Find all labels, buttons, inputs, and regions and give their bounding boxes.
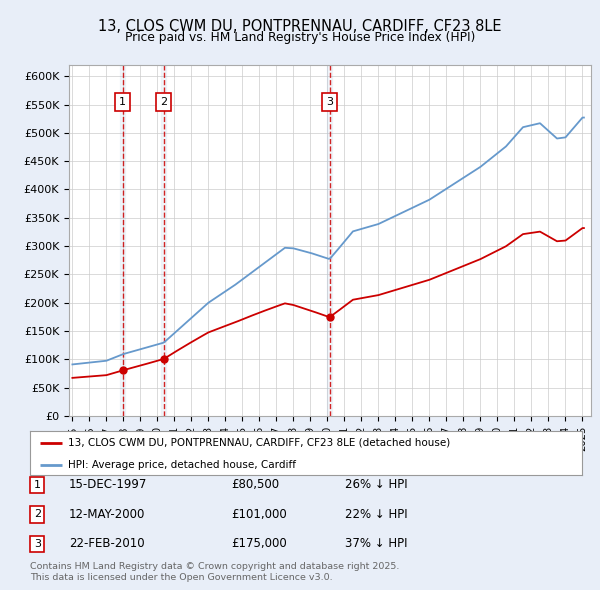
- Text: 1: 1: [34, 480, 41, 490]
- Text: 12-MAY-2000: 12-MAY-2000: [69, 508, 145, 521]
- Text: £101,000: £101,000: [231, 508, 287, 521]
- Text: 15-DEC-1997: 15-DEC-1997: [69, 478, 148, 491]
- Text: 2: 2: [34, 510, 41, 519]
- Text: Price paid vs. HM Land Registry's House Price Index (HPI): Price paid vs. HM Land Registry's House …: [125, 31, 475, 44]
- Text: 22% ↓ HPI: 22% ↓ HPI: [345, 508, 407, 521]
- Text: £80,500: £80,500: [231, 478, 279, 491]
- Text: 2: 2: [160, 97, 167, 107]
- Text: 13, CLOS CWM DU, PONTPRENNAU, CARDIFF, CF23 8LE (detached house): 13, CLOS CWM DU, PONTPRENNAU, CARDIFF, C…: [68, 438, 450, 448]
- Text: 22-FEB-2010: 22-FEB-2010: [69, 537, 145, 550]
- Text: 3: 3: [326, 97, 333, 107]
- Bar: [161, 65, 166, 416]
- Text: 13, CLOS CWM DU, PONTPRENNAU, CARDIFF, CF23 8LE: 13, CLOS CWM DU, PONTPRENNAU, CARDIFF, C…: [98, 19, 502, 34]
- Text: 1: 1: [119, 97, 126, 107]
- Text: 37% ↓ HPI: 37% ↓ HPI: [345, 537, 407, 550]
- Text: HPI: Average price, detached house, Cardiff: HPI: Average price, detached house, Card…: [68, 460, 296, 470]
- Bar: [120, 65, 125, 416]
- Bar: [327, 65, 332, 416]
- Text: 3: 3: [34, 539, 41, 549]
- Text: Contains HM Land Registry data © Crown copyright and database right 2025.
This d: Contains HM Land Registry data © Crown c…: [30, 562, 400, 582]
- Text: 26% ↓ HPI: 26% ↓ HPI: [345, 478, 407, 491]
- Text: £175,000: £175,000: [231, 537, 287, 550]
